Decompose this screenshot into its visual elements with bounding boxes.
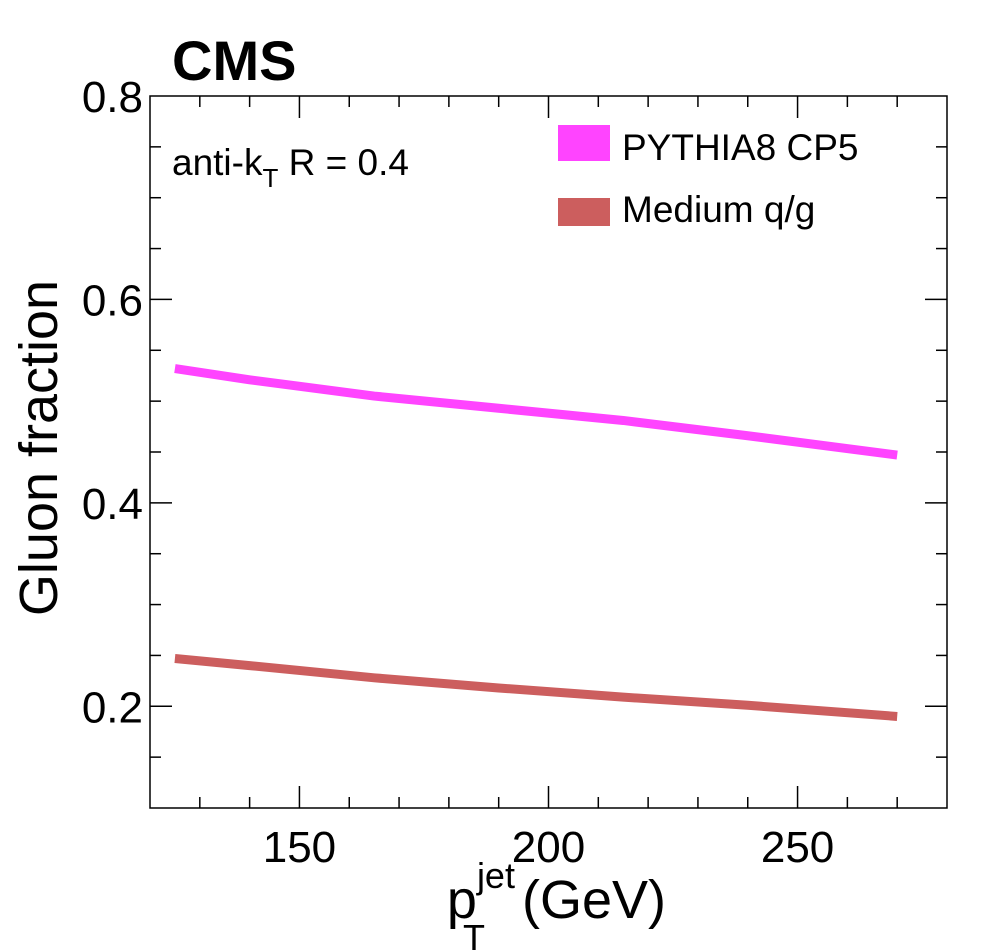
- series-line-medium-qg: [174, 654, 898, 721]
- y-tick-label: 0.6: [82, 276, 143, 325]
- legend-swatch-pythia: [558, 125, 610, 161]
- x-tick-label: 250: [761, 823, 834, 872]
- legend-swatch-medium: [558, 198, 610, 226]
- y-tick-label: 0.2: [82, 683, 143, 732]
- x-axis-title: pjet T (GeV): [447, 855, 666, 951]
- y-tick-label: 0.8: [82, 73, 143, 122]
- x-tick-label: 200: [512, 823, 585, 872]
- experiment-label: CMS: [172, 29, 296, 92]
- axis-ticks: 150 200 250 0.2 0.4 0.6 0.8: [82, 73, 947, 872]
- jet-algorithm-label: anti-kT R = 0.4: [172, 142, 409, 193]
- series-line-pythia8-cp5: [174, 364, 898, 460]
- legend-label-medium: Medium q/g: [622, 189, 815, 230]
- legend: PYTHIA8 CP5 Medium q/g: [558, 125, 858, 230]
- y-axis-title: Gluon fraction: [9, 280, 69, 616]
- x-tick-label: 150: [263, 823, 336, 872]
- legend-label-pythia: PYTHIA8 CP5: [622, 127, 858, 168]
- y-tick-label: 0.4: [82, 480, 143, 529]
- plot-frame: [149, 95, 948, 809]
